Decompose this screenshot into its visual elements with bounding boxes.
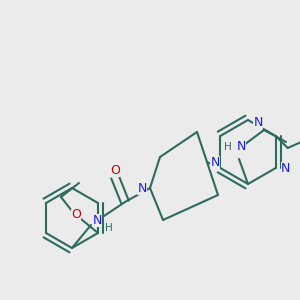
Text: O: O xyxy=(110,164,120,176)
Text: N: N xyxy=(236,140,246,154)
Text: O: O xyxy=(71,208,81,221)
Text: H: H xyxy=(105,223,113,233)
Text: N: N xyxy=(210,155,220,169)
Text: H: H xyxy=(224,142,232,152)
Text: N: N xyxy=(137,182,147,194)
Text: N: N xyxy=(92,214,102,226)
Text: N: N xyxy=(253,116,263,128)
Text: N: N xyxy=(281,161,290,175)
